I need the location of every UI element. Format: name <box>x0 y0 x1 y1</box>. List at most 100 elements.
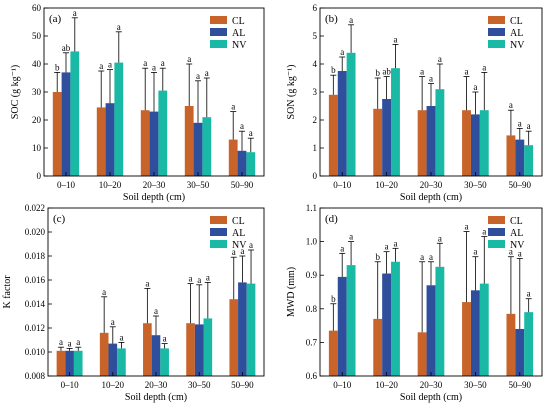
x-axis-label: Soil depth (cm) <box>123 192 185 203</box>
y-tick-label: 60 <box>32 3 42 13</box>
significance-letter: a <box>231 102 235 112</box>
significance-letter: a <box>420 67 424 77</box>
legend-label-nv: NV <box>510 240 525 251</box>
legend-swatch-al <box>488 228 505 236</box>
x-tick-label: 20–30 <box>145 380 168 390</box>
y-tick-label: 0.008 <box>25 371 46 381</box>
bar-nv-2 <box>117 348 126 376</box>
bar-al-5 <box>515 139 525 176</box>
significance-letter: b <box>375 68 380 78</box>
bar-nv-5 <box>246 283 256 376</box>
y-tick-label: 5 <box>313 31 318 41</box>
x-tick-label: 50–90 <box>509 380 532 390</box>
significance-letter: a <box>393 238 397 248</box>
bar-cl-5 <box>228 139 238 176</box>
bar-cl-1 <box>328 330 338 376</box>
bar-al-3 <box>151 335 161 376</box>
significance-letter: a <box>76 337 80 347</box>
significance-letter: a <box>482 227 486 237</box>
bar-nv-2 <box>114 62 124 176</box>
bar-nv-2 <box>391 68 400 176</box>
y-tick-label: 0.7 <box>306 337 318 347</box>
bar-nv-1 <box>346 265 356 376</box>
x-tick-label: 20–30 <box>420 380 443 390</box>
bar-al-5 <box>237 150 247 176</box>
significance-letter: a <box>152 62 156 72</box>
legend-label-al: AL <box>510 228 523 239</box>
y-axis-label: SON (g kg⁻¹) <box>286 65 297 120</box>
significance-letter: a <box>429 252 433 262</box>
y-tick-label: 1 <box>313 143 318 153</box>
significance-letter: a <box>205 68 209 78</box>
legend-label-cl: CL <box>510 16 523 27</box>
significance-letter: a <box>111 317 115 327</box>
bar-cl-2 <box>373 318 383 376</box>
y-axis-label: K factor <box>2 275 13 309</box>
bar-nv-4 <box>479 283 489 376</box>
bar-cl-5 <box>506 135 516 176</box>
significance-letter: a <box>393 34 397 44</box>
x-tick-label: 10–20 <box>99 180 122 190</box>
significance-letter: a <box>119 332 123 342</box>
bar-al-2 <box>105 103 115 176</box>
bar-cl-2 <box>99 332 109 376</box>
x-axis-label: Soil depth (cm) <box>400 392 462 403</box>
y-tick-label: 50 <box>32 31 42 41</box>
significance-letter: b <box>331 294 336 304</box>
legend-swatch-cl <box>488 16 505 24</box>
x-tick-label: 0–10 <box>333 180 352 190</box>
legend-label-al: AL <box>232 28 245 39</box>
bar-al-1 <box>337 276 347 376</box>
significance-letter: a <box>196 71 200 81</box>
bar-al-1 <box>65 350 74 376</box>
significance-letter: a <box>117 22 121 32</box>
y-tick-label: 1.0 <box>306 237 318 247</box>
x-tick-label: 50–90 <box>231 380 254 390</box>
significance-letter: a <box>73 8 77 18</box>
y-tick-label: 1.1 <box>306 203 317 213</box>
bar-al-4 <box>470 114 480 176</box>
significance-letter: a <box>438 233 442 243</box>
significance-letter: a <box>145 278 149 288</box>
y-tick-label: 0.9 <box>306 270 318 280</box>
legend-swatch-nv <box>488 240 505 248</box>
significance-letter: a <box>187 54 191 64</box>
significance-letter: b <box>55 62 60 72</box>
legend-swatch-cl <box>210 16 227 24</box>
legend-swatch-nv <box>488 40 505 48</box>
x-tick-label: 30–50 <box>464 380 487 390</box>
y-tick-label: 6 <box>313 3 318 13</box>
bar-al-1 <box>337 71 347 176</box>
panel-label: (a) <box>49 13 62 25</box>
bar-al-2 <box>108 343 118 376</box>
y-tick-label: 3 <box>313 87 318 97</box>
bar-al-4 <box>194 324 204 376</box>
x-tick-label: 20–30 <box>143 180 166 190</box>
bar-nv-5 <box>524 312 534 376</box>
significance-letter: ab <box>382 67 391 77</box>
significance-letter: b <box>331 65 336 75</box>
significance-letter: a <box>340 243 344 253</box>
x-tick-label: 30–50 <box>187 180 210 190</box>
panel-label: (b) <box>325 13 338 25</box>
bar-nv-4 <box>203 318 213 376</box>
y-tick-label: 0.014 <box>25 299 46 309</box>
y-tick-label: 0.010 <box>25 347 46 357</box>
y-axis-label: MWD (mm) <box>286 267 297 317</box>
bar-cl-2 <box>96 107 106 176</box>
x-tick-label: 30–50 <box>188 380 211 390</box>
significance-letter: ab <box>62 43 71 53</box>
significance-letter: a <box>438 54 442 64</box>
x-tick-label: 30–50 <box>464 180 487 190</box>
bar-cl-1 <box>52 92 62 176</box>
panel-label: (d) <box>325 213 338 225</box>
x-tick-label: 20–30 <box>420 180 443 190</box>
legend-label-nv: NV <box>232 240 247 251</box>
bar-nv-2 <box>391 261 400 376</box>
bar-al-4 <box>470 290 480 376</box>
significance-letter: a <box>385 242 389 252</box>
significance-letter: a <box>249 128 253 138</box>
significance-letter: a <box>349 232 353 242</box>
